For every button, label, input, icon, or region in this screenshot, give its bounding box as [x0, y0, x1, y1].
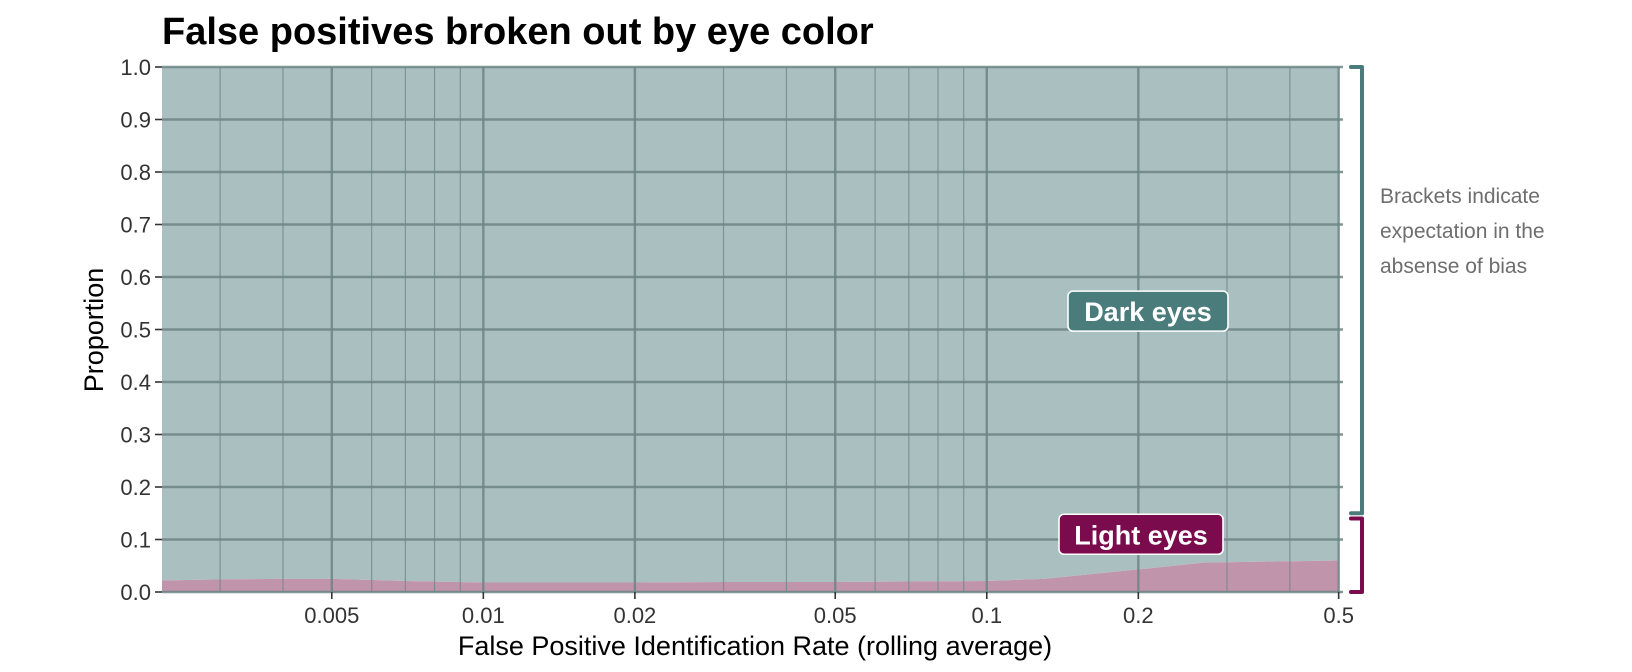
y-tick-label: 0.2: [120, 475, 151, 500]
plot-area: [162, 67, 1339, 592]
x-axis-title: False Positive Identification Rate (roll…: [458, 631, 1052, 661]
axis-ticks: 0.0 0.1 0.2 0.3 0.4 0.5 0.6 0.7 0.8 0.9 1.0 0.005 0.…: [120, 55, 1354, 628]
y-axis-title: Proportion: [79, 268, 109, 393]
label-box-light-eyes: [1058, 513, 1224, 556]
bracket-note-line-2: expectation in the: [1380, 220, 1545, 243]
y-tick-label: 0.9: [120, 108, 151, 133]
y-tick-label: 0.7: [120, 213, 151, 238]
bracket-note-line-3: absense of bias: [1380, 255, 1527, 278]
bracket-note: Brackets indicate expectation in the abs…: [1380, 185, 1550, 278]
area-dark-eyes: [162, 67, 1339, 583]
x-tick-label: 0.2: [1123, 603, 1154, 628]
y-tick-label: 0.8: [120, 160, 151, 185]
x-tick-label: 0.5: [1323, 603, 1354, 628]
y-tick-label: 0.6: [120, 265, 151, 290]
label-text-light-eyes: Light eyes: [1074, 520, 1208, 550]
series-labels: Dark eyes Light eyes: [1058, 290, 1229, 556]
x-tick-label: 0.005: [304, 603, 359, 628]
y-tick-label: 0.3: [120, 423, 151, 448]
x-tick-label: 0.1: [971, 603, 1002, 628]
x-tick-label: 0.02: [613, 603, 656, 628]
label-box-dark-eyes: [1067, 290, 1229, 332]
chart-title: False positives broken out by eye color: [162, 11, 874, 53]
area-light-eyes: [162, 560, 1339, 592]
y-tick-label: 0.4: [120, 370, 151, 395]
y-tick-label: 1.0: [120, 55, 151, 80]
y-tick-label: 0.1: [120, 528, 151, 553]
label-light-eyes: Light eyes: [1058, 513, 1224, 556]
bracket-dark-eyes: [1349, 65, 1364, 516]
x-tick-label: 0.05: [814, 603, 857, 628]
x-tick-label: 0.01: [462, 603, 505, 628]
expectation-brackets: [1349, 65, 1364, 594]
y-tick-label: 0.5: [120, 318, 151, 343]
bracket-light-eyes: [1349, 516, 1364, 594]
gridlines: [162, 65, 1343, 594]
y-tick-label: 0.0: [120, 580, 151, 605]
label-text-dark-eyes: Dark eyes: [1084, 297, 1212, 327]
label-dark-eyes: Dark eyes: [1067, 290, 1229, 332]
bracket-note-line-1: Brackets indicate: [1380, 185, 1540, 208]
